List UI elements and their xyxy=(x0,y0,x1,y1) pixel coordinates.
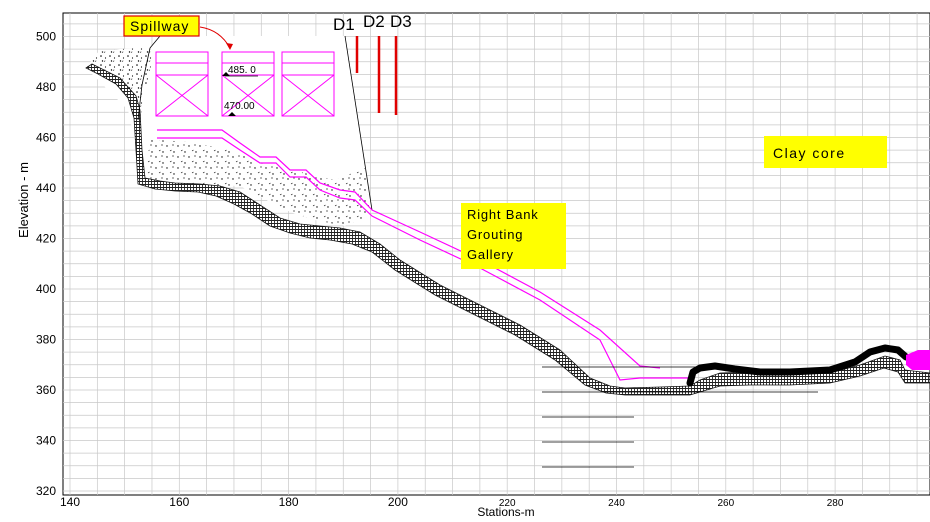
x-tick-label: 240 xyxy=(608,498,625,509)
rock-foundation xyxy=(85,63,930,396)
y-tick-label: 500 xyxy=(36,30,56,44)
core-magenta-block xyxy=(906,350,930,370)
drill-label-d1: D1 xyxy=(333,15,355,34)
spillway-label: Spillway xyxy=(130,18,189,34)
y-tick-label: 320 xyxy=(36,484,56,498)
spillway-structure xyxy=(155,51,335,117)
excavation-line-inner xyxy=(137,47,151,121)
x-tick-label: 260 xyxy=(717,498,734,509)
elevation-470-label: 470.00 xyxy=(224,101,255,112)
elevation-485-label: 485. 0 xyxy=(228,65,256,76)
fill-zone-middle xyxy=(145,140,370,226)
spillway-arrowhead xyxy=(226,43,233,50)
x-tick-label: 140 xyxy=(60,495,80,509)
y-axis-label: Elevation - m xyxy=(16,162,31,238)
x-tick-label: 220 xyxy=(499,498,516,509)
x-tick-labels: 1401601802002202402602803003203403603804… xyxy=(60,495,844,509)
x-tick-label: 180 xyxy=(279,495,299,509)
y-tick-label: 440 xyxy=(36,181,56,195)
reference-lines xyxy=(542,366,818,468)
x-tick-label: 160 xyxy=(169,495,189,509)
spillway-label-box xyxy=(123,15,200,37)
gallery-profile-upper xyxy=(157,129,661,369)
right-bank-note-line3: Gallery xyxy=(467,247,514,262)
clay-core-note-box xyxy=(764,136,887,168)
x-tick-label: 200 xyxy=(388,495,408,509)
drill-label-d3: D3 xyxy=(390,12,412,31)
y-tick-label: 480 xyxy=(36,80,56,94)
right-bank-note-line1: Right Bank xyxy=(467,207,539,222)
y-tick-label: 380 xyxy=(36,333,56,347)
elevation-485-marker xyxy=(222,72,230,76)
clay-core-note: Clay core xyxy=(773,145,846,161)
gallery-profile-lower xyxy=(157,137,690,381)
drill-label-d2: D2 xyxy=(363,12,385,31)
y-tick-label: 360 xyxy=(36,383,56,397)
y-tick-label: 340 xyxy=(36,434,56,448)
right-bank-note-line2: Grouting xyxy=(467,227,523,242)
clay-core-line xyxy=(686,344,910,387)
excavation-line-right xyxy=(344,35,373,211)
y-tick-label: 400 xyxy=(36,282,56,296)
right-bank-note-box xyxy=(461,203,566,269)
elevation-470-marker xyxy=(228,112,236,116)
x-axis-label: Stations-m xyxy=(477,505,534,519)
excavation-line-left xyxy=(149,35,161,49)
x-tick-label: 280 xyxy=(827,498,844,509)
y-tick-label: 420 xyxy=(36,232,56,246)
y-tick-label: 460 xyxy=(36,131,56,145)
y-tick-labels: 320 340 360 380 400 420 440 460 480 500 xyxy=(36,30,56,499)
